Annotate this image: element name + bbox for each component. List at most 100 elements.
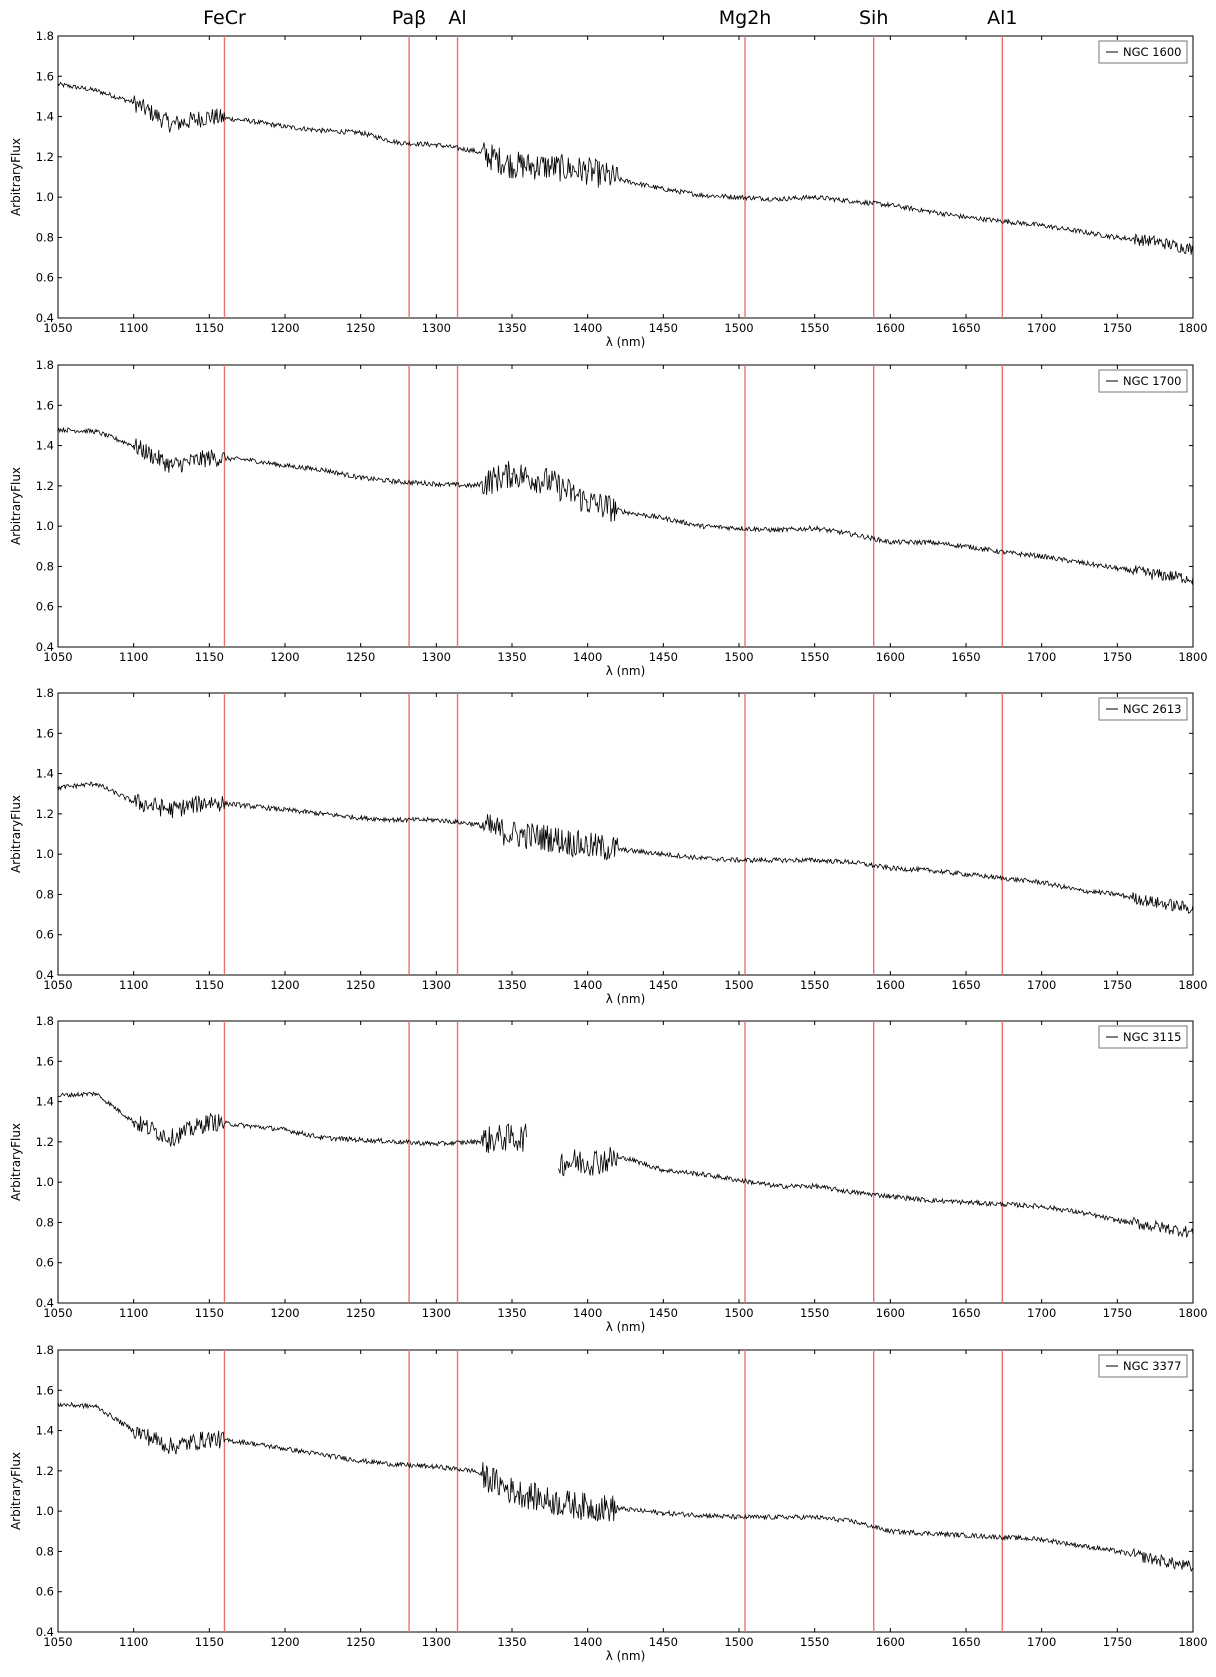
x-tick-label: 1300	[422, 1635, 451, 1649]
data-point	[133, 1121, 135, 1123]
x-tick-label: 1550	[800, 1306, 829, 1320]
y-tick-label: 1.6	[36, 398, 54, 412]
data-point	[322, 130, 324, 132]
x-tick-label: 1600	[876, 321, 905, 335]
data-point	[662, 188, 664, 190]
spectrum-panel: 0.4 0.6 0.8 1.0 1.2 1.4 1.6 1.8 1050 1100 1150 1200…	[9, 1343, 1208, 1663]
data-point	[587, 1161, 589, 1163]
x-tick-label: 1400	[573, 650, 602, 664]
x-tick-label: 1350	[497, 978, 526, 992]
spectral-line-label: Al1	[987, 7, 1017, 29]
data-point	[965, 1201, 967, 1203]
data-point	[738, 859, 740, 861]
x-tick-label: 1700	[1027, 1306, 1056, 1320]
y-tick-label: 1.2	[36, 807, 54, 821]
data-point	[133, 1429, 135, 1432]
data-point	[549, 1500, 551, 1502]
x-tick-label: 1150	[195, 650, 224, 664]
y-tick-label: 1.0	[36, 1504, 54, 1518]
x-tick-label: 1750	[1103, 321, 1132, 335]
y-tick-label: 1.8	[36, 358, 54, 372]
legend-box	[1098, 40, 1188, 64]
data-point	[587, 170, 589, 172]
data-point	[814, 196, 816, 198]
data-point	[1078, 561, 1081, 564]
x-tick-label: 1600	[876, 1306, 905, 1320]
data-point	[511, 1490, 513, 1492]
y-tick-label: 1.4	[36, 767, 54, 781]
data-point	[1154, 901, 1156, 904]
data-point	[246, 1442, 248, 1444]
data-point	[851, 1520, 854, 1522]
x-tick-label: 1350	[497, 1306, 526, 1320]
y-tick-label: 1.0	[36, 1175, 54, 1189]
data-point	[700, 194, 702, 196]
data-point	[1078, 230, 1081, 232]
y-tick-label: 0.8	[36, 559, 54, 573]
data-point	[1041, 881, 1043, 883]
x-tick-label: 1600	[876, 650, 905, 664]
data-point	[473, 823, 475, 825]
data-point	[1154, 240, 1156, 243]
x-tick-label: 1450	[649, 650, 678, 664]
x-tick-label: 1800	[1178, 321, 1207, 335]
data-point	[738, 196, 740, 198]
data-point	[1116, 567, 1118, 570]
data-point	[700, 1173, 702, 1175]
data-point	[133, 101, 135, 104]
data-point	[662, 853, 664, 855]
data-point	[1154, 1558, 1156, 1561]
data-point	[284, 1448, 286, 1450]
data-point	[170, 1446, 173, 1448]
data-point	[1154, 573, 1156, 576]
x-tick-label: 1750	[1103, 1306, 1132, 1320]
x-tick-label: 1550	[800, 650, 829, 664]
plot-frame	[57, 364, 1194, 648]
x-tick-label: 1300	[422, 321, 451, 335]
plot-frame	[57, 1349, 1194, 1633]
x-tick-label: 1050	[43, 1635, 72, 1649]
x-tick-label: 1650	[951, 1306, 980, 1320]
legend-box	[1098, 1025, 1188, 1049]
x-tick-label: 1050	[43, 1306, 72, 1320]
data-point	[1041, 555, 1043, 557]
data-point	[360, 817, 362, 819]
data-point	[965, 873, 967, 875]
x-tick-label: 1350	[497, 321, 526, 335]
data-point	[435, 483, 437, 485]
data-point	[965, 1534, 967, 1536]
data-point	[435, 1143, 437, 1145]
data-point	[360, 1460, 362, 1462]
data-point	[1041, 1538, 1043, 1540]
data-point	[965, 216, 967, 218]
data-point	[700, 525, 702, 527]
y-tick-label: 0.6	[36, 1256, 54, 1270]
y-axis-label: ArbitraryFlux	[9, 1452, 23, 1530]
data-point	[1003, 551, 1005, 553]
data-point	[927, 1532, 929, 1534]
x-axis-label: λ (nm)	[606, 335, 646, 349]
data-point	[57, 83, 59, 85]
x-tick-label: 1100	[119, 321, 148, 335]
data-point	[170, 809, 173, 811]
data-point	[851, 861, 854, 863]
data-point	[473, 1470, 475, 1472]
x-tick-label: 1250	[346, 650, 375, 664]
x-axis-label: λ (nm)	[606, 992, 646, 1006]
data-point	[814, 527, 816, 529]
data-point	[738, 1516, 740, 1518]
data-point	[95, 89, 97, 91]
y-tick-label: 1.0	[36, 190, 54, 204]
y-tick-label: 1.4	[36, 439, 54, 453]
data-point	[57, 428, 59, 431]
x-tick-label: 1500	[724, 1306, 753, 1320]
y-tick-label: 1.2	[36, 479, 54, 493]
y-tick-label: 1.4	[36, 1424, 54, 1438]
data-point	[57, 787, 59, 789]
y-tick-label: 1.2	[36, 150, 54, 164]
spectral-line-label: Mg2h	[719, 7, 772, 29]
data-point	[776, 1516, 778, 1518]
data-point	[397, 819, 400, 821]
x-tick-label: 1350	[497, 1635, 526, 1649]
data-point	[360, 477, 362, 479]
